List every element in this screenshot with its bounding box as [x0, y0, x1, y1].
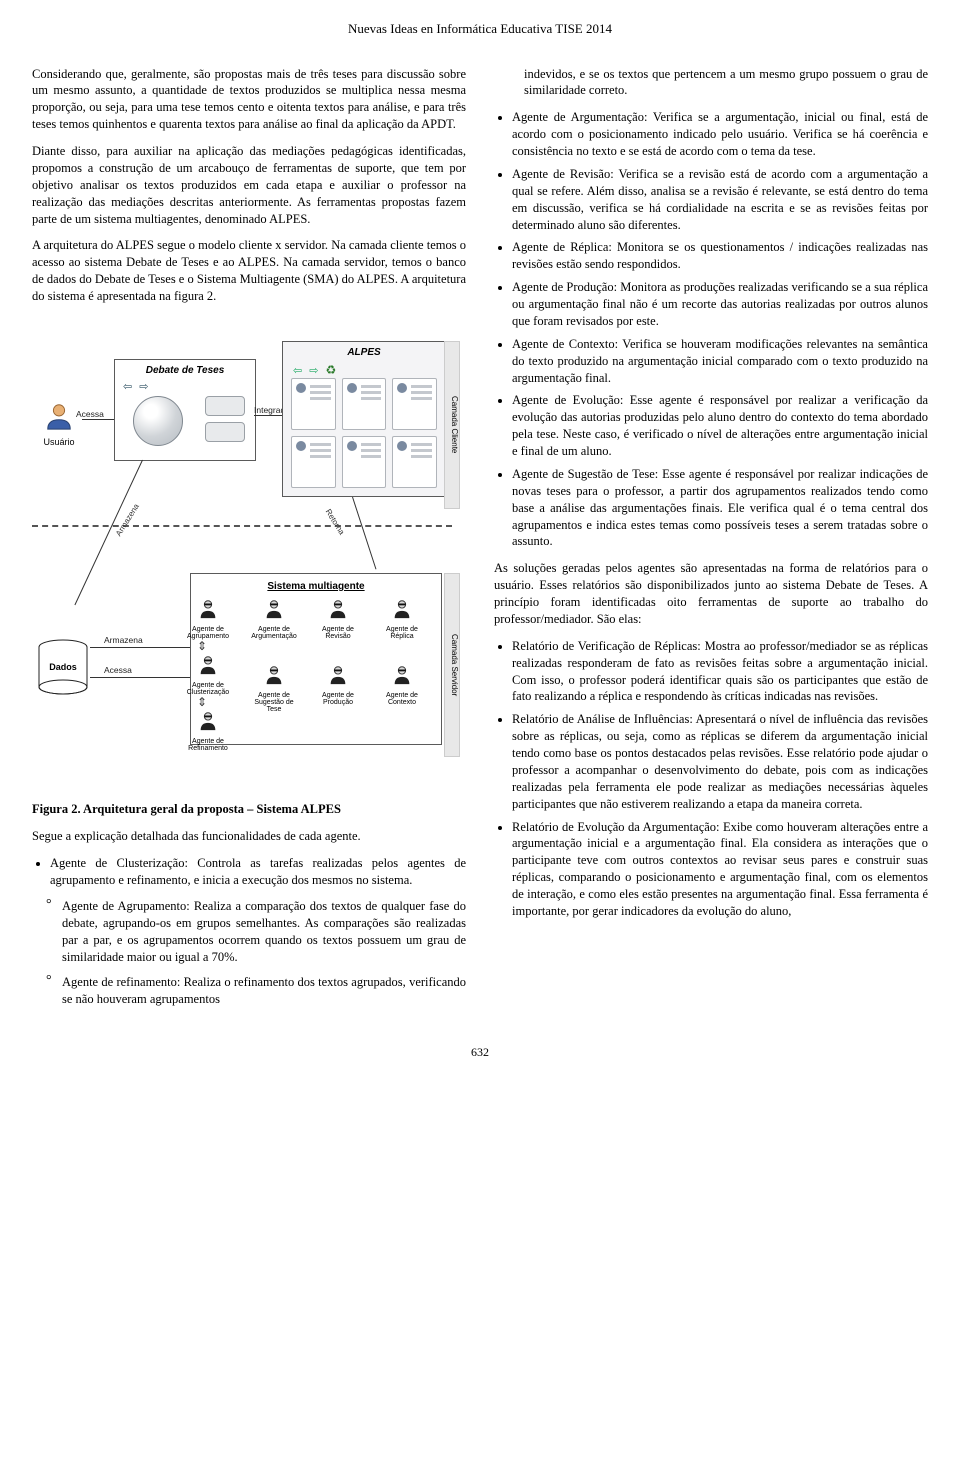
- grid-cell: [342, 436, 387, 488]
- globe-icon: [133, 396, 183, 446]
- list-item: Agente de Agrupamento: Realiza a compara…: [46, 898, 466, 966]
- connector-line: [82, 419, 114, 420]
- nav-arrows-icon: ⇦ ⇨ ♻: [293, 362, 338, 379]
- connector-line: [90, 677, 190, 678]
- camada-cliente-label: Camada Cliente: [444, 341, 460, 509]
- camada-servidor-label: Camada Servidor: [444, 573, 460, 757]
- grid-cell: [291, 378, 336, 430]
- sma-panel: Sistema multiagente Agente deAgrupamento…: [190, 573, 442, 745]
- agent-label: Agente deRefinamento: [183, 738, 233, 753]
- person-icon: [44, 401, 74, 431]
- figure-caption: Figura 2. Arquitetura geral da proposta …: [32, 801, 466, 818]
- agent-replica: Agente deRéplica: [377, 598, 427, 641]
- label-armazena: Armazena: [114, 502, 142, 539]
- paragraph: Segue a explicação detalhada das funcion…: [32, 828, 466, 845]
- agent-argumentacao: Agente deArgumentação: [249, 598, 299, 641]
- list-item: Agente de Argumentação: Verifica se a ar…: [512, 109, 928, 160]
- alpes-panel: ALPES ⇦ ⇨ ♻: [282, 341, 446, 497]
- sma-title: Sistema multiagente: [191, 580, 441, 594]
- agent-icon: [197, 598, 219, 620]
- agent-label: Agente deProdução: [313, 692, 363, 707]
- list-item: Agente de Revisão: Verifica se a revisão…: [512, 166, 928, 234]
- bullet-list: Relatório de Verificação de Réplicas: Mo…: [494, 638, 928, 920]
- agent-label: Agente deArgumentação: [249, 626, 299, 641]
- list-item: Agente de Sugestão de Tese: Esse agente …: [512, 466, 928, 550]
- architecture-diagram: Usuário Acessa Debate de Teses ⇦ ⇨ Integ…: [32, 315, 452, 795]
- list-item: Agente de refinamento: Realiza o refinam…: [46, 974, 466, 1008]
- agent-icon: [263, 598, 285, 620]
- list-item: Agente de Contexto: Verifica se houveram…: [512, 336, 928, 387]
- connector-line: [74, 460, 143, 605]
- list-item: Relatório de Análise de Influências: Apr…: [512, 711, 928, 812]
- page-number: 632: [32, 1044, 928, 1060]
- label-acessa2: Acessa: [104, 665, 132, 676]
- agent-icon: [197, 654, 219, 676]
- agent-icon: [197, 710, 219, 732]
- paragraph: As soluções geradas pelos agentes são ap…: [494, 560, 928, 628]
- bullet-list: Agente de Clusterização: Controla as tar…: [32, 855, 466, 889]
- agent-sugestao: Agente deSugestão de Tese: [249, 664, 299, 714]
- agent-icon: [327, 664, 349, 686]
- agent-label: Agente deSugestão de Tese: [249, 692, 299, 714]
- connector-line: [352, 497, 376, 570]
- dados-label: Dados: [36, 661, 90, 673]
- list-item: Relatório de Verificação de Réplicas: Mo…: [512, 638, 928, 706]
- alpes-grid: [291, 378, 437, 488]
- right-column: indevidos, e se os textos que pertencem …: [494, 66, 928, 1018]
- list-item: Agente de Produção: Monitora as produçõe…: [512, 279, 928, 330]
- double-arrow-icon: ⇕: [197, 694, 207, 710]
- agent-label: Agente deContexto: [377, 692, 427, 707]
- grid-cell: [392, 378, 437, 430]
- agent-label: Agente deRevisão: [313, 626, 363, 641]
- alpes-title: ALPES: [283, 346, 445, 360]
- debate-panel: Debate de Teses ⇦ ⇨: [114, 359, 256, 461]
- chat-box-icon: [205, 396, 245, 416]
- paragraph: Diante disso, para auxiliar na aplicação…: [32, 143, 466, 227]
- double-arrow-icon: ⇕: [197, 638, 207, 654]
- agent-refinamento: Agente deRefinamento: [183, 710, 233, 753]
- agent-agrupamento: Agente deAgrupamento: [183, 598, 233, 641]
- agent-label: Agente deClusterização: [183, 682, 233, 697]
- bullet-list: Agente de Argumentação: Verifica se a ar…: [494, 109, 928, 550]
- agents-grid: Agente deAgrupamento ⇕ Agente deArgument…: [201, 598, 431, 738]
- content-columns: Considerando que, geralmente, são propos…: [32, 66, 928, 1018]
- agent-icon: [391, 664, 413, 686]
- agent-label: Agente deAgrupamento: [183, 626, 233, 641]
- agent-icon: [327, 598, 349, 620]
- agent-revisao: Agente deRevisão: [313, 598, 363, 641]
- list-item: Agente de Evolução: Esse agente é respon…: [512, 392, 928, 460]
- connector-line: [90, 647, 190, 648]
- page-header: Nuevas Ideas en Informática Educativa TI…: [32, 20, 928, 38]
- agent-label: Agente deRéplica: [377, 626, 427, 641]
- label-armazena2: Armazena: [104, 635, 143, 646]
- grid-cell: [392, 436, 437, 488]
- refresh-icon: ♻: [326, 363, 339, 377]
- user-label: Usuário: [34, 436, 84, 448]
- list-item: Agente de Clusterização: Controla as tar…: [50, 855, 466, 889]
- database-icon: Dados: [36, 639, 90, 695]
- agent-clusterizacao: Agente deClusterização: [183, 654, 233, 697]
- connector-line: [254, 415, 282, 416]
- label-retorna: Retorna: [322, 507, 346, 537]
- sub-list: Agente de Agrupamento: Realiza a compara…: [32, 898, 466, 1007]
- layer-divider: [32, 525, 452, 527]
- agent-producao: Agente deProdução: [313, 664, 363, 707]
- agent-contexto: Agente deContexto: [377, 664, 427, 707]
- paragraph: Considerando que, geralmente, são propos…: [32, 66, 466, 134]
- list-item: Agente de Réplica: Monitora se os questi…: [512, 239, 928, 273]
- list-item: Relatório de Evolução da Argumentação: E…: [512, 819, 928, 920]
- debate-title: Debate de Teses: [115, 364, 255, 378]
- chat-box-icon: [205, 422, 245, 442]
- left-column: Considerando que, geralmente, são propos…: [32, 66, 466, 1018]
- paragraph-continuation: indevidos, e se os textos que pertencem …: [494, 66, 928, 100]
- grid-cell: [291, 436, 336, 488]
- paragraph: A arquitetura do ALPES segue o modelo cl…: [32, 237, 466, 305]
- agent-icon: [391, 598, 413, 620]
- grid-cell: [342, 378, 387, 430]
- nav-arrows-icon: ⇦ ⇨: [123, 380, 151, 395]
- agent-icon: [263, 664, 285, 686]
